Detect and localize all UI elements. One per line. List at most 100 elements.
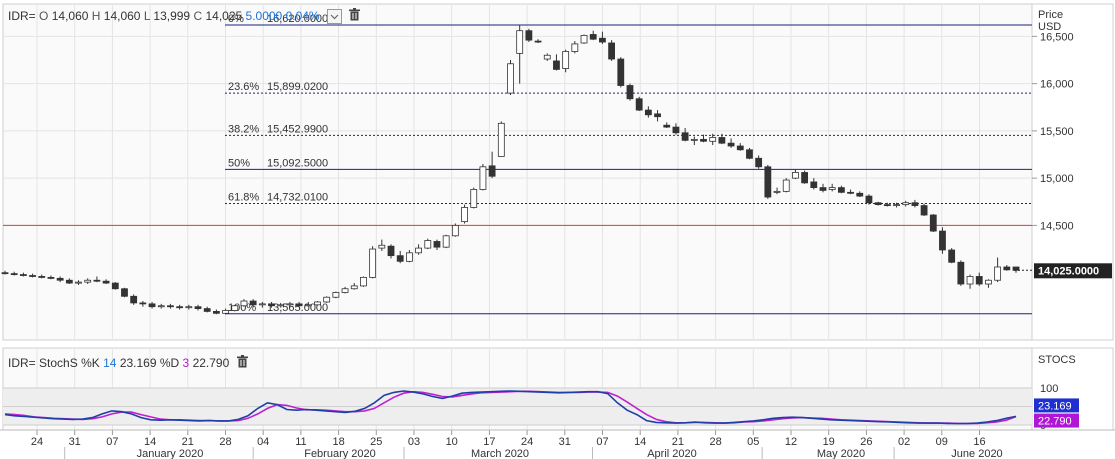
candle-up	[323, 296, 331, 303]
x-tick-label: 31	[69, 436, 81, 448]
candle-down	[819, 187, 827, 191]
x-tick-label: 05	[747, 436, 759, 448]
candle-down	[617, 58, 625, 86]
candle-up	[304, 304, 312, 307]
candle-down	[525, 30, 533, 41]
candle-down	[29, 275, 36, 277]
k-period: 14	[103, 356, 117, 371]
candle-up	[497, 122, 505, 157]
candle-down	[644, 109, 652, 116]
candle-up	[258, 303, 266, 306]
y-tick-label: 16,000	[1040, 79, 1074, 91]
k-badge-value: 23.169	[1038, 400, 1072, 412]
trash-icon[interactable]	[236, 355, 248, 371]
fib-level-pct: 23.6%	[228, 81, 259, 93]
candle-down	[599, 37, 606, 43]
price-axis-title: Price	[1038, 9, 1063, 21]
candle-up	[424, 240, 432, 249]
change-value: 5.0000	[245, 9, 283, 24]
candle-up	[461, 207, 468, 223]
candle-down	[396, 255, 404, 262]
candle-down	[47, 276, 55, 279]
fib-level-pct: 0%	[228, 13, 244, 25]
candle-up	[405, 252, 413, 262]
k-value-badge	[1034, 398, 1079, 413]
candle-down	[130, 295, 138, 304]
candle-up	[985, 279, 992, 285]
candle-down	[387, 245, 395, 257]
x-tick-label: 12	[785, 436, 797, 448]
month-label: May 2020	[817, 448, 865, 459]
d-label: %D	[159, 356, 180, 371]
price-axis-unit: USD	[1038, 21, 1061, 33]
open-label: O	[39, 9, 49, 24]
candle-down	[764, 166, 772, 198]
candle-down	[911, 202, 919, 206]
symbol-label: IDR=	[8, 9, 36, 24]
candle-down	[939, 230, 946, 251]
fib-level-pct: 50%	[228, 157, 250, 169]
price-panel	[2, 3, 1033, 341]
candle-down	[203, 308, 211, 312]
stoch-tick-label: 100	[1040, 383, 1058, 395]
candle-down	[56, 277, 64, 281]
candle-down	[553, 60, 560, 70]
candle-up	[562, 51, 570, 69]
month-label: June 2020	[951, 448, 1002, 459]
candle-down	[488, 165, 496, 177]
x-tick-label: 28	[219, 436, 231, 448]
candle-down	[883, 204, 891, 207]
low-value: 13,999	[153, 9, 191, 24]
candle-down	[433, 241, 441, 248]
x-tick-label: 14	[144, 436, 156, 448]
y-tick-label: 16,500	[1040, 31, 1074, 43]
d-value: 22.790	[192, 356, 230, 371]
d-badge-value: 22.790	[1038, 416, 1072, 428]
candle-down	[727, 142, 735, 147]
candle-up	[240, 300, 248, 307]
high-value: 14,060	[103, 9, 141, 24]
x-tick-label: 21	[672, 436, 684, 448]
candle-down	[626, 85, 634, 100]
month-label: April 2020	[647, 448, 697, 459]
last-price-badge	[1034, 263, 1112, 279]
candle-down	[534, 40, 542, 43]
candle-down	[755, 157, 763, 168]
x-tick-label: 26	[860, 436, 872, 448]
fib-level-value: 14,732.0100	[267, 191, 328, 203]
candle-up	[792, 172, 799, 179]
candle-up	[442, 235, 450, 248]
x-tick-label: 18	[332, 436, 344, 448]
indicator-symbol: IDR=	[8, 356, 36, 371]
candle-up	[828, 187, 836, 190]
candle-down	[700, 138, 707, 142]
candle-down	[746, 149, 753, 159]
candle-down	[654, 113, 661, 118]
candle-up	[84, 279, 92, 283]
candle-up	[709, 137, 717, 142]
candle-up	[893, 204, 900, 207]
candle-down	[874, 202, 882, 206]
candle-down	[167, 305, 174, 308]
candle-down	[1003, 266, 1011, 271]
x-tick-label: 03	[408, 436, 420, 448]
price-axis-panel	[1031, 3, 1114, 341]
candle-up	[451, 225, 459, 237]
candle-up	[378, 244, 386, 249]
candle-down	[589, 34, 597, 40]
candle-down	[111, 282, 119, 290]
candle-down	[38, 276, 46, 278]
candle-down	[847, 191, 854, 194]
trash-icon[interactable]	[349, 8, 361, 24]
candle-down	[948, 249, 956, 263]
month-label: January 2020	[137, 448, 204, 459]
candle-up	[332, 292, 340, 298]
candle-up	[773, 190, 781, 193]
candle-down	[295, 303, 303, 307]
k-value: 23.169	[119, 356, 157, 371]
chevron-down-icon[interactable]	[326, 8, 342, 24]
fib-level-value: 16,620.0000	[267, 13, 328, 25]
candle-down	[681, 132, 689, 141]
